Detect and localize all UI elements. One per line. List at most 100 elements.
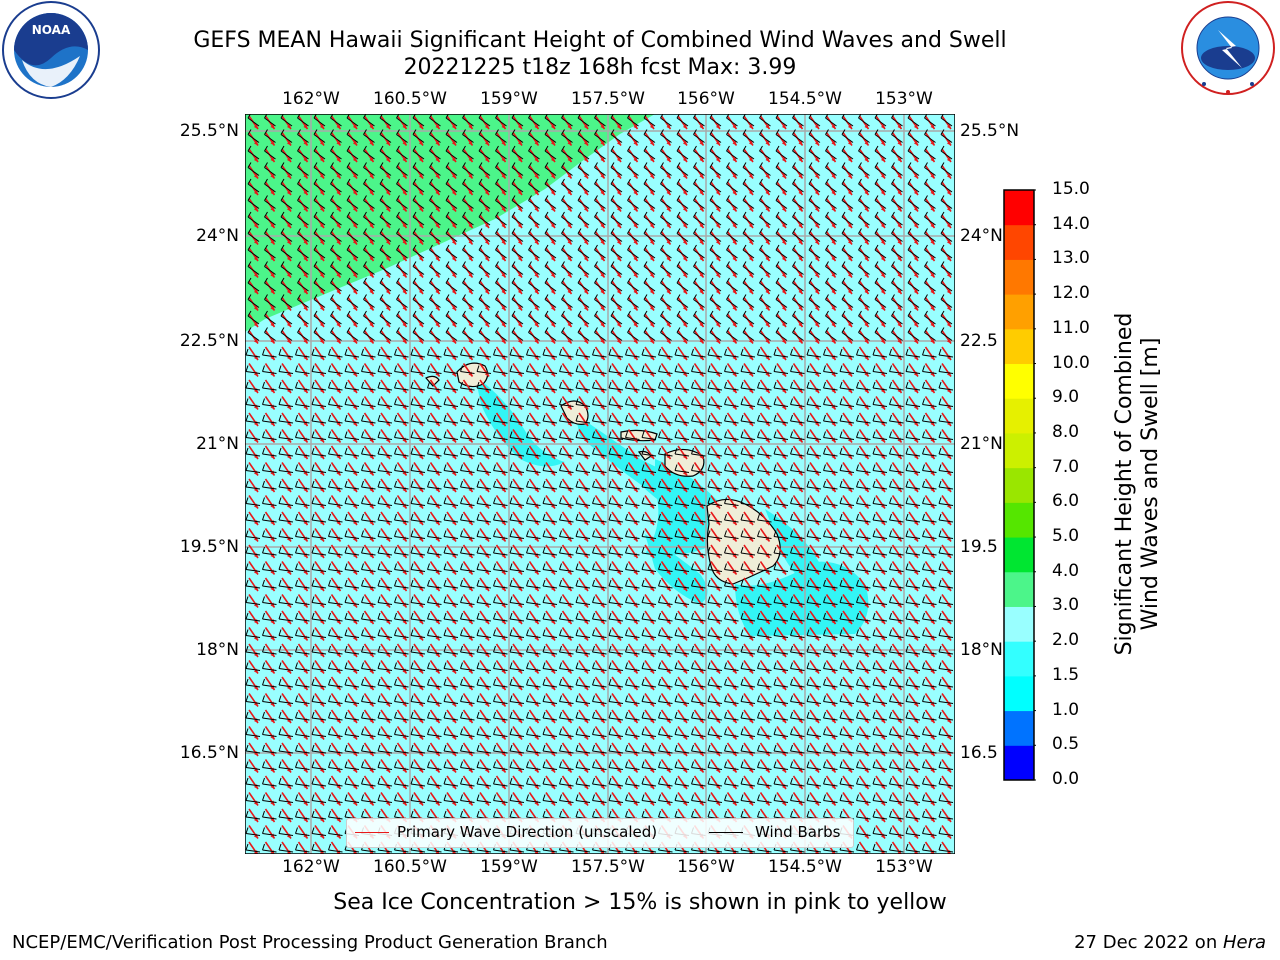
wave-arrow-head	[633, 289, 638, 294]
wave-arrow-head	[732, 322, 737, 327]
wave-arrow-head	[617, 157, 621, 162]
wave-arrow-head	[600, 157, 605, 162]
wave-arrow-head	[419, 305, 423, 311]
wave-arrow-head	[303, 239, 308, 245]
wave-arrow-head	[534, 322, 539, 327]
wave-arrow-head	[468, 289, 473, 294]
wave-arrow-head	[468, 124, 473, 129]
wave-arrow-head	[683, 223, 687, 228]
wave-arrow-head	[551, 190, 555, 195]
wave-arrow-head	[633, 272, 638, 278]
wave-arrow-head	[699, 206, 704, 212]
wave-arrow-head	[914, 256, 918, 261]
wave-arrow-head	[435, 322, 440, 327]
wave-arrow-head	[336, 206, 341, 212]
wave-arrow-head	[732, 173, 737, 179]
wave-arrow-head	[369, 173, 374, 179]
wave-arrow-head	[600, 239, 605, 245]
wave-arrow-head	[732, 206, 737, 212]
wave-arrow-head	[303, 305, 308, 311]
wave-arrow-head	[567, 173, 572, 179]
wave-arrow-head	[402, 289, 407, 294]
wave-arrow-head	[650, 157, 654, 162]
wave-arrow-head	[485, 272, 489, 278]
wave-arrow-head	[270, 338, 275, 344]
wave-arrow-head	[518, 140, 522, 146]
wave-arrow-head	[930, 272, 935, 278]
wave-arrow-head	[848, 124, 852, 129]
wave-arrow-head	[534, 305, 539, 311]
wave-arrow-head	[864, 239, 869, 245]
wave-arrow-head	[683, 256, 687, 261]
wave-arrow-head	[551, 206, 555, 212]
wave-arrow-head	[732, 239, 737, 245]
wave-arrow-head	[732, 157, 737, 162]
wave-arrow-head	[386, 338, 390, 344]
wave-arrow-head	[584, 305, 588, 311]
wave-arrow-head	[848, 223, 852, 228]
wave-arrow-head	[881, 206, 885, 212]
wave-arrow-head	[468, 157, 473, 162]
wave-arrow-head	[501, 305, 506, 311]
wave-arrow-head	[518, 305, 522, 311]
wave-arrow-head	[353, 239, 357, 245]
wave-arrow-head	[650, 173, 654, 179]
wave-arrow-head	[650, 289, 654, 294]
noaa-logo-text: NOAA	[32, 23, 71, 37]
wave-arrow-head	[683, 272, 687, 278]
wave-arrow-head	[567, 239, 572, 245]
wave-arrow-head	[732, 256, 737, 261]
wave-arrow-head	[864, 190, 869, 195]
wave-arrow-head	[584, 140, 588, 146]
wave-arrow-head	[617, 338, 621, 344]
wave-arrow-head	[650, 305, 654, 311]
wave-arrow-head	[287, 239, 291, 245]
wave-arrow-head	[930, 305, 935, 311]
wave-arrow-head	[402, 338, 407, 344]
wave-arrow-head	[881, 223, 885, 228]
wave-arrow-head	[782, 272, 786, 278]
wave-arrow-head	[897, 272, 902, 278]
wave-arrow-head	[435, 305, 440, 311]
wave-arrow-head	[864, 206, 869, 212]
wave-arrow-head	[254, 223, 258, 228]
wave-arrow-head	[848, 239, 852, 245]
wave-arrow-head	[303, 272, 308, 278]
wave-arrow-head	[765, 305, 770, 311]
wave-arrow-head	[798, 173, 803, 179]
wave-arrow-head	[501, 239, 506, 245]
wave-arrow-head	[749, 157, 753, 162]
wave-arrow-head	[831, 256, 836, 261]
wave-arrow-head	[683, 322, 687, 327]
wave-arrow-head	[699, 140, 704, 146]
wave-arrow-head	[881, 289, 885, 294]
wave-arrow-head	[551, 173, 555, 179]
wave-arrow-head	[815, 190, 819, 195]
wave-arrow-head	[881, 124, 885, 129]
wave-arrow-head	[897, 223, 902, 228]
wave-arrow-head	[386, 289, 390, 294]
wave-arrow-head	[534, 206, 539, 212]
wave-arrow-head	[336, 272, 341, 278]
wave-arrow-head	[402, 157, 407, 162]
wave-arrow-head	[303, 206, 308, 212]
wave-arrow-head	[320, 289, 324, 294]
wave-arrow-head	[320, 157, 324, 162]
wave-arrow-head	[534, 124, 539, 129]
wave-arrow-head	[914, 338, 918, 344]
wave-arrow-head	[683, 157, 687, 162]
wave-arrow-head	[864, 289, 869, 294]
wave-arrow-head	[303, 256, 308, 261]
wave-arrow-head	[353, 289, 357, 294]
wave-arrow-head	[716, 206, 720, 212]
wave-arrow-head	[617, 223, 621, 228]
wave-arrow-head	[699, 157, 704, 162]
wave-arrow-head	[320, 322, 324, 327]
nws-logo	[1178, 0, 1280, 100]
wave-arrow-head	[848, 338, 852, 344]
wave-arrow-head	[369, 206, 374, 212]
wave-arrow-head	[534, 239, 539, 245]
wave-arrow-head	[947, 305, 951, 311]
wave-arrow-head	[303, 190, 308, 195]
wave-arrow-head	[303, 322, 308, 327]
